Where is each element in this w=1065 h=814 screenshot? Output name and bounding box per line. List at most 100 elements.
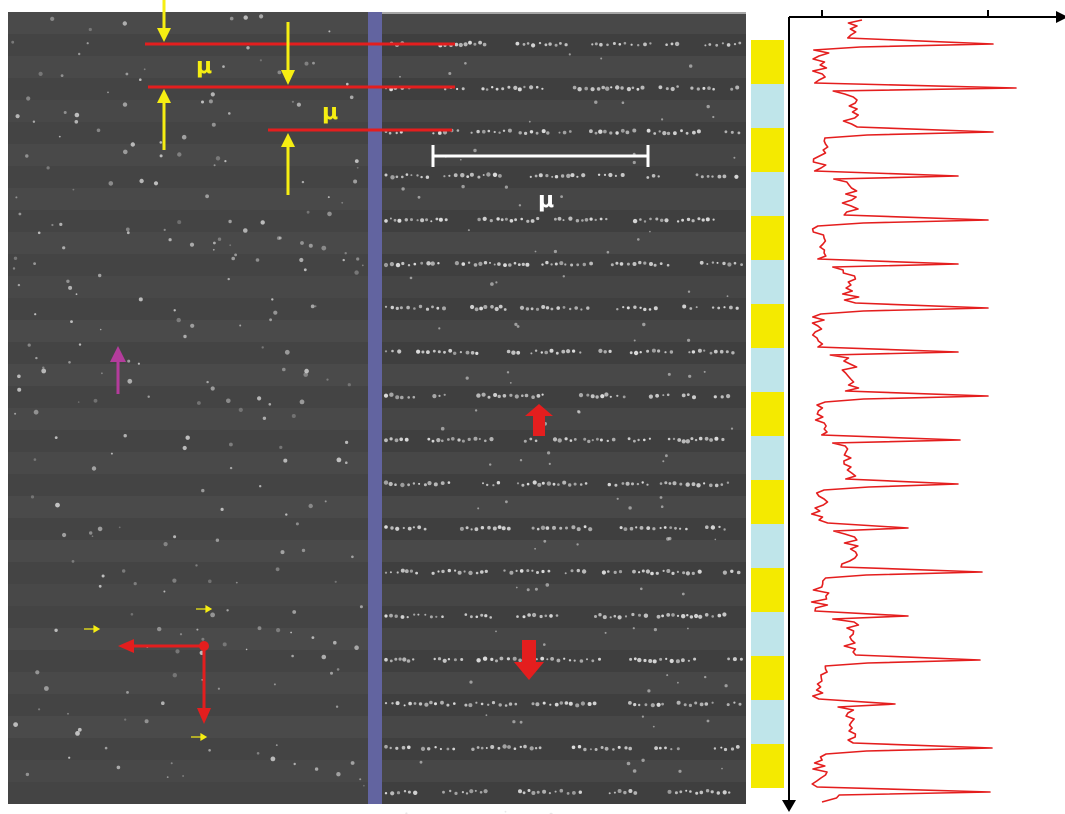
particle — [473, 148, 477, 153]
particle — [208, 749, 211, 752]
particle — [122, 21, 128, 26]
particle — [344, 252, 347, 255]
particle — [717, 613, 722, 618]
particle — [446, 747, 450, 751]
particle — [497, 394, 501, 399]
particle — [597, 173, 601, 176]
particle — [629, 657, 633, 661]
particle — [554, 217, 557, 221]
particle — [540, 351, 543, 354]
particle — [68, 285, 73, 290]
particle — [607, 482, 611, 487]
particle — [306, 210, 310, 214]
particle — [389, 392, 394, 397]
particle — [705, 525, 709, 529]
particle — [478, 40, 482, 45]
particle — [15, 114, 20, 119]
particle — [390, 526, 394, 530]
particle — [598, 129, 603, 134]
particle — [526, 42, 530, 45]
particle — [529, 85, 534, 90]
particle — [611, 437, 616, 442]
particle — [548, 462, 551, 465]
particle — [588, 527, 593, 532]
stripe — [382, 760, 746, 782]
particle — [464, 703, 468, 707]
particle — [671, 571, 675, 576]
particle — [226, 398, 231, 404]
particle — [75, 293, 78, 296]
particle — [126, 231, 130, 235]
particle — [564, 43, 568, 47]
particle — [133, 582, 137, 586]
particle — [60, 74, 64, 77]
stripe — [382, 452, 746, 474]
left-stripe-pattern — [8, 12, 368, 782]
particle — [487, 703, 490, 706]
particle — [680, 129, 683, 133]
particle — [721, 42, 725, 45]
stripe — [382, 232, 746, 254]
particle — [632, 769, 637, 773]
particle — [172, 673, 177, 678]
particle — [691, 350, 696, 354]
particle — [465, 792, 469, 795]
particle — [420, 261, 424, 265]
particle — [589, 261, 593, 266]
particle — [610, 263, 614, 267]
particle — [715, 43, 719, 47]
particle — [562, 219, 565, 222]
particle — [624, 615, 628, 618]
particle — [173, 309, 176, 312]
particle — [695, 306, 698, 309]
particle — [626, 262, 630, 266]
particle — [589, 217, 593, 221]
particle — [311, 636, 315, 639]
particle — [621, 101, 625, 104]
particle — [412, 482, 416, 485]
particle — [529, 130, 534, 134]
particle — [688, 703, 693, 708]
particle — [335, 705, 339, 708]
particle — [537, 482, 542, 487]
particle — [515, 586, 518, 589]
particle — [437, 657, 442, 661]
particle — [596, 87, 601, 91]
particle — [38, 708, 41, 711]
particle — [583, 747, 587, 752]
particle — [591, 659, 595, 663]
particle — [474, 527, 479, 532]
particle — [270, 756, 276, 762]
particle — [544, 43, 548, 47]
particle — [636, 482, 640, 486]
particle — [582, 262, 586, 267]
particle — [447, 438, 450, 441]
particle — [643, 220, 647, 223]
particle — [275, 567, 280, 572]
particle — [681, 658, 685, 663]
particle — [570, 173, 575, 178]
small-yellow-arrows — [84, 604, 213, 742]
particle — [465, 526, 469, 530]
particle — [540, 656, 545, 661]
particle — [672, 437, 676, 441]
particle — [562, 480, 567, 485]
particle — [568, 659, 572, 662]
particle — [720, 483, 724, 486]
particle — [426, 261, 431, 266]
particle — [564, 263, 567, 266]
color-band-cyan — [751, 260, 784, 304]
particle — [384, 614, 388, 618]
particle — [629, 526, 634, 531]
particle — [321, 245, 327, 251]
particle — [659, 526, 662, 530]
particle — [110, 452, 113, 455]
particle — [68, 756, 71, 759]
particle — [666, 131, 671, 136]
stripe — [8, 760, 368, 782]
particle — [504, 810, 507, 813]
particle — [345, 461, 348, 465]
particle — [733, 43, 737, 46]
particle — [442, 306, 446, 311]
particle — [461, 262, 466, 266]
